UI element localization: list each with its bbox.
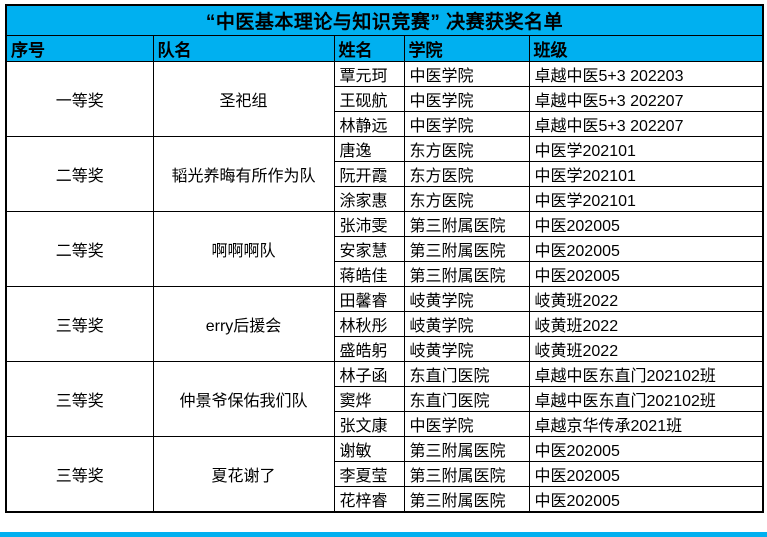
column-header-name: 姓名: [333, 35, 405, 62]
table-row: 李夏莹 第三附属医院 中医202005: [6, 461, 764, 487]
member-name-cell: 唐逸: [333, 136, 405, 162]
member-college-cell: 第三附属医院: [403, 211, 530, 237]
column-header-college: 学院: [403, 35, 530, 62]
table-row: 阮开霞 东方医院 中医学202101: [6, 161, 764, 187]
member-college-cell: 第三附属医院: [403, 236, 530, 262]
member-class-cell: 中医学202101: [528, 186, 764, 212]
member-class-cell: 岐黄班2022: [528, 336, 764, 362]
member-class-cell: 中医202005: [528, 236, 764, 262]
table-row: 安家慧 第三附属医院 中医202005: [6, 236, 764, 262]
member-college-cell: 岐黄学院: [403, 286, 530, 312]
member-college-cell: 岐黄学院: [403, 336, 530, 362]
team-cell: 啊啊啊队: [152, 211, 335, 287]
member-name-cell: 盛皓躬: [333, 336, 405, 362]
award-cell: 二等奖: [5, 211, 154, 287]
team-cell: erry后援会: [152, 286, 335, 362]
member-name-cell: 阮开霞: [333, 161, 405, 187]
member-class-cell: 中医学202101: [528, 161, 764, 187]
table-row: 涂家惠 东方医院 中医学202101: [6, 186, 764, 212]
table-title-row: “中医基本理论与知识竞赛” 决赛获奖名单: [5, 4, 764, 36]
table-row: 三等奖 夏花谢了 谢敏 第三附属医院 中医202005: [5, 436, 764, 513]
team-cell: 圣祀组: [152, 61, 335, 137]
member-college-cell: 东方医院: [403, 186, 530, 212]
member-class-cell: 中医202005: [528, 436, 764, 462]
table-row: 盛皓躬 岐黄学院 岐黄班2022: [6, 336, 764, 362]
award-cell: 二等奖: [5, 136, 154, 212]
member-class-cell: 中医202005: [528, 211, 764, 237]
table-row: 张文康 中医学院 卓越京华传承2021班: [6, 411, 764, 437]
member-name-cell: 花梓睿: [333, 486, 405, 513]
table-row: 三等奖 仲景爷保佑我们队 林子函 东直门医院 卓越中医东直门202102班: [5, 361, 764, 437]
member-college-cell: 中医学院: [403, 61, 530, 87]
award-cell: 三等奖: [5, 286, 154, 362]
member-name-cell: 蒋皓佳: [333, 261, 405, 287]
member-college-cell: 东直门医院: [403, 361, 530, 387]
member-name-cell: 林子函: [333, 361, 405, 387]
table-row: 一等奖 圣祀组 覃元珂 中医学院 卓越中医5+3 202203: [5, 61, 764, 137]
member-college-cell: 东方医院: [403, 136, 530, 162]
member-college-cell: 中医学院: [403, 111, 530, 137]
table-row: 花梓睿 第三附属医院 中医202005: [6, 486, 764, 513]
member-class-cell: 卓越京华传承2021班: [528, 411, 764, 437]
member-name-cell: 谢敏: [333, 436, 405, 462]
member-class-cell: 岐黄班2022: [528, 286, 764, 312]
member-name-cell: 张文康: [333, 411, 405, 437]
member-name-cell: 涂家惠: [333, 186, 405, 212]
member-class-cell: 中医202005: [528, 486, 764, 513]
awards-table-body: 一等奖 圣祀组 覃元珂 中医学院 卓越中医5+3 202203 王砚航 中医学院 卓越中医5+…: [5, 61, 764, 513]
member-college-cell: 第三附属医院: [403, 261, 530, 287]
member-class-cell: 中医202005: [528, 261, 764, 287]
team-cell: 仲景爷保佑我们队: [152, 361, 335, 437]
table-row: 林静远 中医学院 卓越中医5+3 202207: [6, 111, 764, 137]
team-cell: 韬光养晦有所作为队: [152, 136, 335, 212]
member-college-cell: 岐黄学院: [403, 311, 530, 337]
member-college-cell: 第三附属医院: [403, 436, 530, 462]
member-college-cell: 中医学院: [403, 86, 530, 112]
member-college-cell: 第三附属医院: [403, 486, 530, 513]
member-class-cell: 卓越中医东直门202102班: [528, 386, 764, 412]
member-college-cell: 第三附属医院: [403, 461, 530, 487]
table-header-row: 序号 队名 姓名 学院 班级: [5, 35, 764, 62]
member-class-cell: 卓越中医东直门202102班: [528, 361, 764, 387]
table-row: 三等奖 erry后援会 田馨睿 岐黄学院 岐黄班2022: [5, 286, 764, 362]
member-college-cell: 东直门医院: [403, 386, 530, 412]
member-college-cell: 中医学院: [403, 411, 530, 437]
team-cell: 夏花谢了: [152, 436, 335, 513]
column-header-team: 队名: [152, 35, 335, 62]
award-cell: 三等奖: [5, 361, 154, 437]
member-class-cell: 卓越中医5+3 202207: [528, 111, 764, 137]
table-row: 二等奖 啊啊啊队 张沛雯 第三附属医院 中医202005: [5, 211, 764, 287]
member-name-cell: 窦烨: [333, 386, 405, 412]
bottom-accent-strip: [0, 532, 767, 537]
member-name-cell: 李夏莹: [333, 461, 405, 487]
table-row: 林秋彤 岐黄学院 岐黄班2022: [6, 311, 764, 337]
member-class-cell: 中医202005: [528, 461, 764, 487]
member-class-cell: 卓越中医5+3 202207: [528, 86, 764, 112]
member-name-cell: 张沛雯: [333, 211, 405, 237]
member-class-cell: 卓越中医5+3 202203: [528, 61, 764, 87]
column-header-class: 班级: [528, 35, 764, 62]
member-college-cell: 东方医院: [403, 161, 530, 187]
member-name-cell: 田馨睿: [333, 286, 405, 312]
awards-table: “中医基本理论与知识竞赛” 决赛获奖名单 序号 队名 姓名 学院 班级 一等奖圣…: [5, 4, 765, 513]
member-name-cell: 林静远: [333, 111, 405, 137]
column-header-number: 序号: [5, 35, 154, 62]
member-name-cell: 安家慧: [333, 236, 405, 262]
table-row: 王砚航 中医学院 卓越中医5+3 202207: [6, 86, 764, 112]
member-name-cell: 林秋彤: [333, 311, 405, 337]
table-row: 二等奖 韬光养晦有所作为队 唐逸 东方医院 中医学202101: [5, 136, 764, 212]
member-class-cell: 岐黄班2022: [528, 311, 764, 337]
page-title: “中医基本理论与知识竞赛” 决赛获奖名单: [5, 4, 764, 36]
award-cell: 一等奖: [5, 61, 154, 137]
award-cell: 三等奖: [5, 436, 154, 513]
member-name-cell: 覃元珂: [333, 61, 405, 87]
member-name-cell: 王砚航: [333, 86, 405, 112]
table-row: 窦烨 东直门医院 卓越中医东直门202102班: [6, 386, 764, 412]
member-class-cell: 中医学202101: [528, 136, 764, 162]
